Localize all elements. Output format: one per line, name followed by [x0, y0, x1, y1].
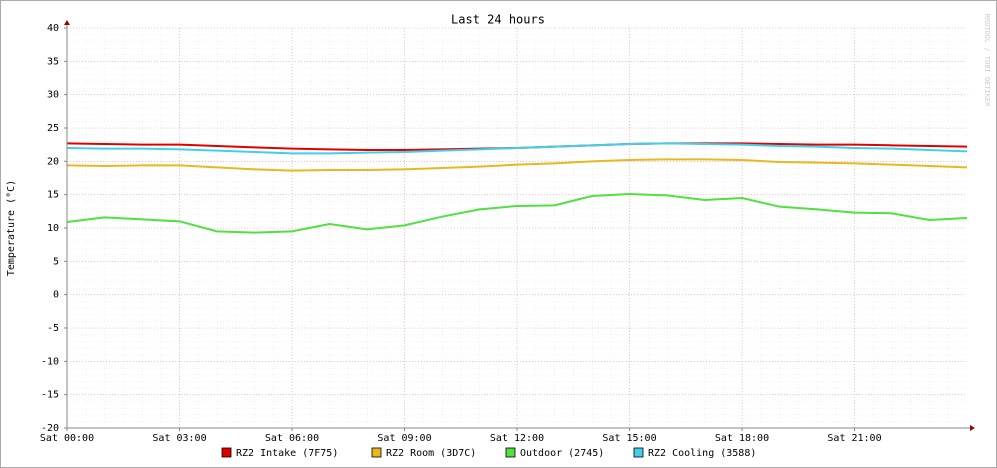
- y-tick-label: 30: [47, 90, 59, 101]
- x-tick-label: Sat 09:00: [377, 433, 431, 444]
- legend-label: RZ2 Intake (7F75): [236, 448, 338, 459]
- y-tick-label: 20: [47, 156, 59, 167]
- x-tick-label: Sat 12:00: [490, 433, 544, 444]
- y-axis-label: Temperature (°C): [6, 180, 17, 276]
- x-tick-label: Sat 00:00: [40, 433, 94, 444]
- legend-swatch: [221, 447, 232, 458]
- x-axis-arrow: [970, 425, 975, 431]
- series-line: [66, 142, 968, 155]
- axes: -20 -15 -10 -5 0 5 10 15 20 25 30 35 40 Sat 00:00 Sat …: [40, 20, 975, 444]
- series-line: [66, 192, 968, 234]
- x-tick-label: Sat 03:00: [152, 433, 206, 444]
- watermark: RRDTOOL / TOBI OETIKER: [983, 14, 991, 108]
- series-line: [66, 158, 968, 172]
- grid: [66, 27, 967, 429]
- legend-swatch: [633, 447, 644, 458]
- legend-swatch: [371, 447, 382, 458]
- legend-label: Outdoor (2745): [520, 448, 604, 459]
- plot: [66, 142, 968, 234]
- x-tick-label: Sat 18:00: [715, 433, 769, 444]
- y-tick-label: 15: [47, 190, 59, 201]
- y-tick-label: 40: [47, 23, 59, 34]
- x-tick-label: Sat 21:00: [827, 433, 881, 444]
- chart-title: Last 24 hours: [451, 13, 545, 27]
- y-tick-label: -20: [41, 423, 59, 434]
- y-tick-label: 5: [53, 256, 59, 267]
- y-tick-label: -5: [47, 323, 59, 334]
- x-tick-label: Sat 06:00: [265, 433, 319, 444]
- y-tick-label: 10: [47, 223, 59, 234]
- legend-swatch: [505, 447, 516, 458]
- legend-label: RZ2 Cooling (3588): [648, 448, 756, 459]
- y-axis-arrow: [64, 20, 70, 25]
- x-tick-label: Sat 15:00: [602, 433, 656, 444]
- y-tick-label: 0: [53, 290, 59, 301]
- legend-label: RZ2 Room (3D7C): [386, 448, 476, 459]
- y-tick-label: 25: [47, 123, 59, 134]
- y-tick-label: -10: [41, 356, 59, 367]
- y-tick-label: -15: [41, 390, 59, 401]
- y-tick-label: 35: [47, 56, 59, 67]
